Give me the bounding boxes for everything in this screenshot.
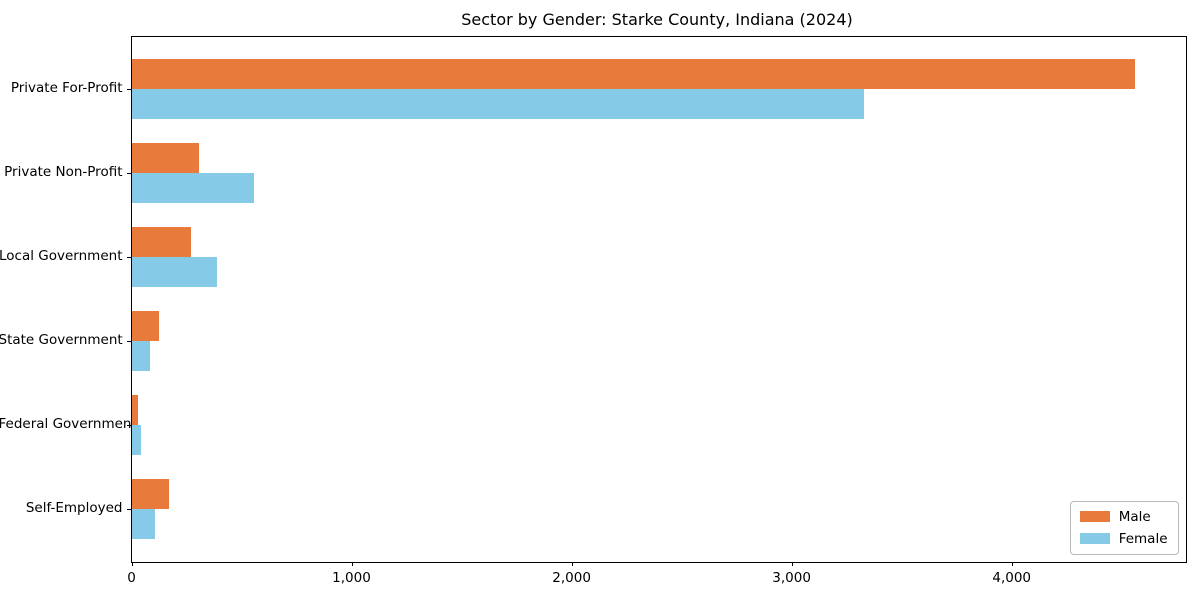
legend-item-male: Male — [1079, 508, 1168, 525]
legend: Male Female — [1069, 500, 1179, 555]
y-tick-mark — [126, 257, 132, 258]
legend-label: Male — [1118, 508, 1151, 525]
x-tick-mark — [1011, 561, 1013, 566]
bar-male-2 — [131, 227, 191, 257]
bar-male-4 — [131, 395, 139, 425]
x-tick-label-1: 1,000 — [332, 569, 371, 586]
bar-male-1 — [131, 143, 199, 173]
bar-female-0 — [131, 89, 865, 119]
y-tick-label-4: Federal Government — [0, 416, 137, 432]
x-tick-label-0: 0 — [127, 569, 136, 586]
y-tick-label-0: Private For-Profit — [10, 80, 123, 96]
y-tick-label-3: State Government — [0, 332, 123, 348]
x-tick-mark — [351, 561, 353, 566]
bar-female-2 — [131, 257, 217, 287]
bar-female-4 — [131, 425, 142, 455]
bar-female-3 — [131, 341, 151, 371]
bar-female-5 — [131, 509, 155, 539]
y-tick-label-5: Self-Employed — [25, 500, 123, 516]
y-tick-label-1: Private Non-Profit — [4, 164, 123, 180]
legend-swatch-icon — [1079, 511, 1110, 522]
x-tick-mark — [131, 561, 133, 566]
y-tick-mark — [126, 425, 132, 426]
x-tick-mark — [571, 561, 573, 566]
legend-swatch-icon — [1079, 533, 1110, 544]
legend-label: Female — [1118, 530, 1168, 547]
y-tick-mark — [126, 89, 132, 90]
x-tick-mark — [791, 561, 793, 566]
legend-item-female: Female — [1079, 530, 1168, 547]
x-tick-label-4: 4,000 — [992, 569, 1032, 586]
y-tick-mark — [126, 509, 132, 510]
y-tick-mark — [126, 173, 132, 174]
y-tick-label-2: Local Government — [0, 248, 123, 264]
y-tick-mark — [126, 341, 132, 342]
bar-female-1 — [131, 173, 255, 203]
bar-male-0 — [131, 59, 1135, 89]
chart-title: Sector by Gender: Starke County, Indiana… — [461, 10, 853, 29]
x-tick-label-2: 2,000 — [552, 569, 591, 586]
plot-area: Male Female Private For-Profit Private Non… — [0, 35, 1187, 586]
x-tick-label-3: 3,000 — [772, 569, 811, 586]
bar-male-3 — [131, 311, 160, 341]
bar-male-5 — [131, 479, 170, 509]
